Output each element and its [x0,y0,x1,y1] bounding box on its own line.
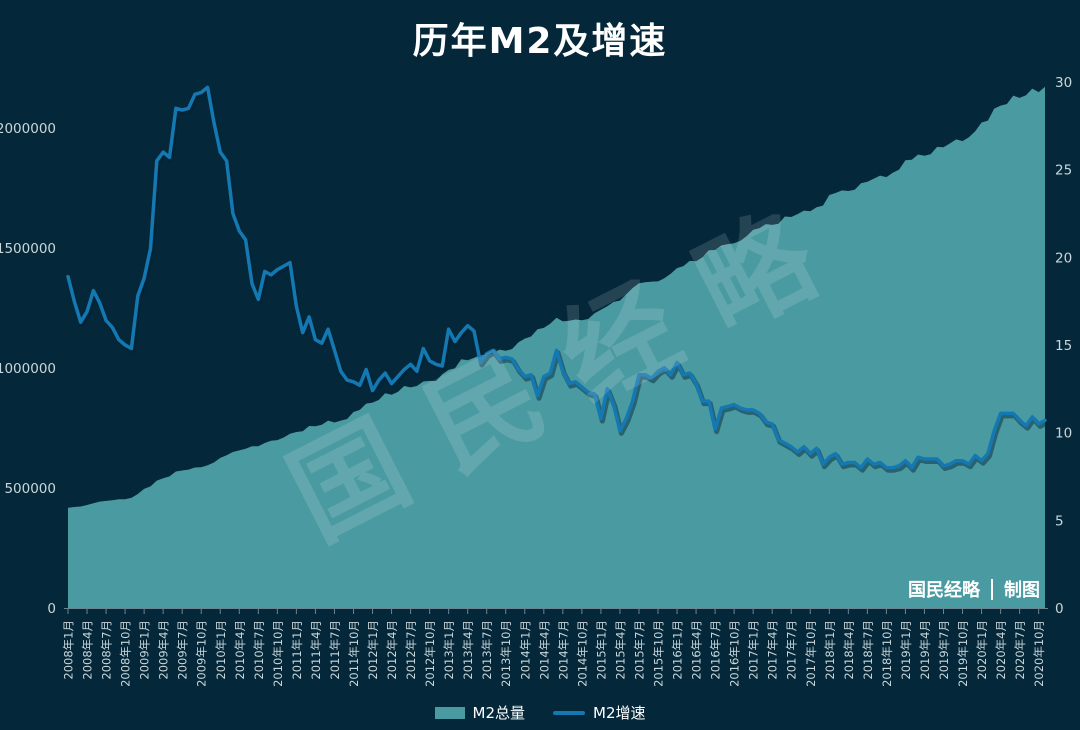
y-axis-right-label: 30 [1055,75,1072,91]
credit-brand: 国民经略 [908,580,980,601]
x-axis-label: 2009年10月 [195,620,209,687]
x-axis-label: 2019年4月 [918,620,932,680]
x-axis-label: 2013年1月 [442,620,456,680]
x-axis-label: 2010年7月 [252,620,266,680]
x-axis-label: 2008年1月 [62,620,76,680]
chart-title: 历年M2及增速 [412,21,668,62]
x-axis-label: 2017年4月 [766,620,780,680]
x-axis-label: 2013年4月 [461,620,475,680]
x-axis-label: 2014年4月 [537,620,551,680]
y-axis-right-label: 20 [1055,250,1072,266]
x-axis-label: 2008年10月 [119,620,133,687]
y-axis-right-label: 15 [1055,338,1072,354]
x-axis-label: 2020年1月 [975,620,989,680]
y-axis-left-label: 1000000 [0,361,56,377]
x-axis-label: 2020年10月 [1032,620,1046,687]
x-axis-label: 2013年7月 [480,620,494,680]
x-axis-label: 2020年4月 [994,620,1008,680]
x-axis-label: 2015年1月 [594,620,608,680]
x-axis-label: 2018年4月 [842,620,856,680]
y-axis-left-label: 500000 [4,481,56,497]
x-axis-label: 2014年7月 [556,620,570,680]
legend: M2总量 M2增速 [0,702,1080,723]
x-axis-label: 2008年7月 [100,620,114,680]
y-axis-right-label: 0 [1055,601,1064,617]
x-axis-label: 2012年10月 [423,620,437,687]
x-axis-label: 2009年7月 [176,620,190,680]
y-axis-right-label: 25 [1055,163,1072,179]
legend-item-m2-growth: M2增速 [553,702,646,723]
x-axis-label: 2017年10月 [804,620,818,687]
y-axis-right-label: 5 [1055,513,1064,529]
legend-item-m2-total: M2总量 [434,702,526,723]
x-axis-label: 2012年7月 [404,620,418,680]
x-axis-label: 2015年4月 [613,620,627,680]
x-axis-label: 2018年10月 [880,620,894,687]
y-axis-left-label: 0 [47,601,56,617]
x-axis-label: 2013年10月 [499,620,513,687]
x-axis-label: 2014年1月 [518,620,532,680]
x-axis-label: 2010年1月 [214,620,228,680]
y-axis-left-label: 2000000 [0,121,56,137]
x-axis-label: 2014年10月 [575,620,589,687]
credit-divider [991,578,993,600]
m2-growth-line [66,85,1047,470]
credit-note: 制图 [1004,580,1040,601]
x-axis-label: 2020年7月 [1013,620,1027,680]
legend-m2-growth-label: M2增速 [593,704,646,722]
x-axis-label: 2016年1月 [671,620,685,680]
x-axis-label: 2017年7月 [785,620,799,680]
x-axis-label: 2019年10月 [956,620,970,687]
x-axis-label: 2015年10月 [652,620,666,687]
x-axis-label: 2011年10月 [347,620,361,687]
legend-line-swatch [553,710,585,715]
legend-area-swatch [434,706,465,719]
x-axis-label: 2012年1月 [366,620,380,680]
x-axis-label: 2017年1月 [747,620,761,680]
x-axis-label: 2018年1月 [823,620,837,680]
legend-m2-total-label: M2总量 [472,704,526,722]
x-axis-label: 2016年7月 [709,620,723,680]
x-axis-label: 2011年4月 [309,620,323,680]
y-axis-left-label: 1500000 [0,241,56,257]
x-axis-label: 2019年1月 [899,620,913,680]
x-axis-label: 2009年4月 [157,620,171,680]
x-axis-label: 2015年7月 [633,620,647,680]
m2-total-area [68,86,1045,608]
x-axis-label: 2012年4月 [385,620,399,680]
credit: 国民经略 制图 [908,576,1040,602]
x-axis-label: 2011年1月 [290,620,304,680]
x-axis-label: 2009年1月 [138,620,152,680]
x-axis-label: 2010年4月 [233,620,247,680]
x-axis-label: 2019年7月 [937,620,951,680]
x-axis-label: 2018年7月 [861,620,875,680]
x-axis-label: 2008年4月 [81,620,95,680]
x-axis-label: 2016年4月 [690,620,704,680]
x-axis-label: 2011年7月 [328,620,342,680]
x-axis-label: 2010年10月 [271,620,285,687]
y-axis-right-label: 10 [1055,426,1072,442]
x-axis-label: 2016年10月 [728,620,742,687]
